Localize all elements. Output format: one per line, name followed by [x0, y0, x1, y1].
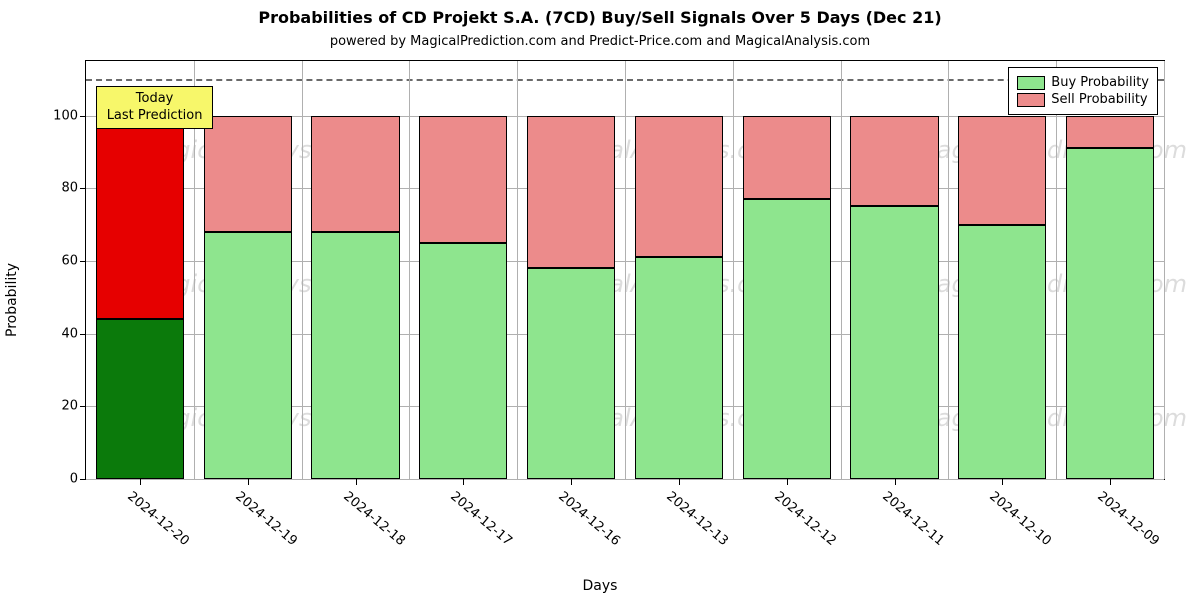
plot-area: MagicalAnalysis.comMagicalAnalysis.comMa… — [85, 60, 1165, 480]
sell-probability-segment — [96, 116, 184, 320]
sell-probability-segment — [419, 116, 507, 243]
y-axis-label: Probability — [4, 263, 20, 337]
sell-probability-segment — [1066, 116, 1154, 149]
bar-group — [958, 61, 1046, 479]
buy-probability-segment — [311, 232, 399, 479]
ytick-label: 100 — [53, 108, 78, 123]
legend-swatch — [1017, 93, 1045, 107]
xtick-label: 2024-12-13 — [663, 489, 731, 549]
chart-subtitle: powered by MagicalPrediction.com and Pre… — [0, 34, 1200, 49]
ytick-mark — [80, 261, 86, 262]
bar-group — [635, 61, 723, 479]
legend-item: Sell Probability — [1017, 92, 1149, 107]
today-annotation: TodayLast Prediction — [96, 86, 214, 129]
gridline-vertical — [841, 61, 842, 479]
ytick-label: 20 — [61, 399, 78, 414]
buy-probability-segment — [204, 232, 292, 479]
sell-probability-segment — [743, 116, 831, 200]
xtick-label: 2024-12-19 — [232, 489, 300, 549]
xtick-label: 2024-12-11 — [879, 489, 947, 549]
xtick-label: 2024-12-18 — [340, 489, 408, 549]
xtick-mark — [787, 479, 788, 485]
xtick-label: 2024-12-16 — [555, 489, 623, 549]
sell-probability-segment — [311, 116, 399, 232]
annotation-line: Today — [107, 91, 203, 107]
sell-probability-segment — [635, 116, 723, 258]
ytick-mark — [80, 334, 86, 335]
buy-probability-segment — [527, 268, 615, 479]
bar-group — [204, 61, 292, 479]
xtick-label: 2024-12-20 — [124, 489, 192, 549]
bar-group — [419, 61, 507, 479]
xtick-mark — [463, 479, 464, 485]
bar-group — [311, 61, 399, 479]
ytick-mark — [80, 406, 86, 407]
x-axis-label: Days — [0, 578, 1200, 594]
bar-group — [743, 61, 831, 479]
buy-probability-segment — [96, 319, 184, 479]
buy-probability-segment — [635, 257, 723, 479]
sell-probability-segment — [204, 116, 292, 232]
xtick-mark — [248, 479, 249, 485]
chart-title: Probabilities of CD Projekt S.A. (7CD) B… — [0, 8, 1200, 27]
legend: Buy Probability Sell Probability — [1008, 67, 1158, 115]
xtick-mark — [140, 479, 141, 485]
gridline-vertical — [948, 61, 949, 479]
gridline-vertical — [625, 61, 626, 479]
xtick-label: 2024-12-17 — [448, 489, 516, 549]
ytick-label: 40 — [61, 326, 78, 341]
xtick-mark — [1002, 479, 1003, 485]
buy-probability-segment — [1066, 148, 1154, 479]
legend-swatch — [1017, 76, 1045, 90]
buy-probability-segment — [958, 225, 1046, 479]
ytick-mark — [80, 479, 86, 480]
sell-probability-segment — [527, 116, 615, 269]
xtick-mark — [571, 479, 572, 485]
bar-group — [1066, 61, 1154, 479]
ytick-label: 60 — [61, 253, 78, 268]
buy-probability-segment — [743, 199, 831, 479]
ytick-label: 0 — [70, 472, 78, 487]
xtick-label: 2024-12-09 — [1094, 489, 1162, 549]
gridline-vertical — [733, 61, 734, 479]
ytick-mark — [80, 188, 86, 189]
chart-container: Probabilities of CD Projekt S.A. (7CD) B… — [0, 0, 1200, 600]
annotation-line: Last Prediction — [107, 108, 203, 124]
gridline-vertical — [302, 61, 303, 479]
sell-probability-segment — [850, 116, 938, 207]
legend-label: Sell Probability — [1051, 92, 1147, 107]
xtick-label: 2024-12-10 — [987, 489, 1055, 549]
sell-probability-segment — [958, 116, 1046, 225]
gridline-vertical — [409, 61, 410, 479]
xtick-mark — [895, 479, 896, 485]
legend-label: Buy Probability — [1051, 75, 1149, 90]
xtick-mark — [1110, 479, 1111, 485]
gridline-vertical — [1164, 61, 1165, 479]
xtick-mark — [356, 479, 357, 485]
gridline-vertical — [517, 61, 518, 479]
gridline-vertical — [1056, 61, 1057, 479]
xtick-mark — [679, 479, 680, 485]
ytick-mark — [80, 116, 86, 117]
legend-item: Buy Probability — [1017, 75, 1149, 90]
ytick-label: 80 — [61, 181, 78, 196]
buy-probability-segment — [850, 206, 938, 479]
bar-group — [850, 61, 938, 479]
buy-probability-segment — [419, 243, 507, 479]
bar-group — [527, 61, 615, 479]
xtick-label: 2024-12-12 — [771, 489, 839, 549]
